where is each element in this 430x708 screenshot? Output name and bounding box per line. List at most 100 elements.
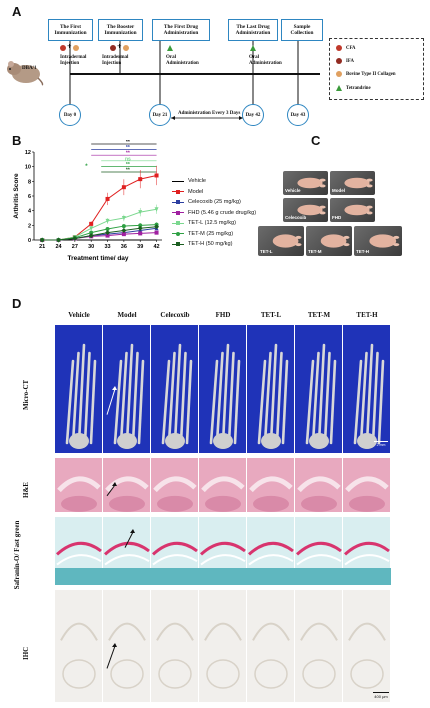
paw-skeleton-icon: [65, 343, 97, 449]
day-42-circle: Day 42: [242, 104, 264, 126]
collagen-marker-icon: [123, 45, 129, 51]
data-point: [138, 231, 143, 236]
cartilage-section-icon: [343, 541, 391, 585]
histology-column-header: Vehicle: [68, 311, 90, 319]
joint-section-icon: [249, 476, 293, 512]
histology-tile: [247, 325, 295, 453]
paw-photo-label: TET-H: [356, 249, 369, 254]
series-line: [42, 226, 157, 241]
data-point: [39, 237, 45, 243]
paw-photo: Model: [330, 171, 375, 195]
y-tick-label: 6: [28, 194, 31, 200]
micro-ct-scale-bar: 2 mm: [374, 441, 388, 447]
chart-legend-item: TET-L (12.5 mg/kg): [172, 220, 236, 226]
cartilage-section-icon: [151, 541, 199, 585]
histology-tile: [103, 325, 151, 453]
day-0-circle: Day 0: [59, 104, 81, 126]
histology-tile: [151, 517, 199, 585]
data-point: [154, 224, 160, 230]
data-point: [121, 232, 126, 237]
histology-tile: [343, 590, 391, 702]
data-point: [105, 196, 110, 201]
chart-legend-item: Vehicle: [172, 178, 206, 184]
histology-tile: [247, 590, 295, 702]
legend-label: TET-L (12.5 mg/kg): [188, 220, 236, 226]
lesion-arrow-icon: [124, 528, 135, 548]
plus-icon: +: [67, 42, 72, 51]
paw-photo: TET-M: [306, 226, 352, 256]
histology-row-label: IHC: [22, 646, 30, 660]
ihc-section-icon: [108, 622, 146, 689]
joint-section-icon: [57, 476, 101, 512]
significance-label: **: [126, 151, 130, 157]
histology-tile: [55, 458, 103, 512]
x-tick-label: 21: [39, 244, 45, 250]
administration-span-label: Administration Every 3 Days: [178, 111, 241, 116]
cartilage-section-icon: [55, 541, 103, 585]
y-tick-label: 12: [25, 150, 31, 156]
timeline-note-0: Intradermal Injection: [60, 55, 87, 66]
joint-section-icon: [345, 476, 389, 512]
cfa-marker-icon: [60, 45, 66, 51]
data-point: [72, 236, 78, 242]
legend-swatch-icon: [172, 231, 184, 237]
joint-section-icon: [297, 476, 341, 512]
paw-photo-label: Vehicle: [285, 188, 301, 193]
histology-row-label: H&E: [22, 482, 30, 498]
mouse-illustration: [7, 61, 44, 86]
legend-swatch-icon: [172, 189, 184, 195]
timeline-note-2: Oral Administration: [166, 55, 199, 66]
significance-label: **: [126, 145, 130, 151]
y-tick-label: 2: [28, 223, 31, 229]
paw-photo: Celecoxib: [283, 198, 328, 222]
histology-tile: [55, 590, 103, 702]
histology-tile: [103, 458, 151, 512]
ifa-legend-icon: [336, 58, 342, 64]
x-tick-label: 36: [121, 244, 127, 250]
x-tick-label: 30: [88, 244, 94, 250]
paw-icon: [320, 234, 350, 248]
data-point: [154, 230, 159, 235]
legend-swatch-icon: [172, 210, 184, 216]
histology-tile: [103, 517, 151, 585]
day-43-circle: Day 43: [287, 104, 309, 126]
histology-column-header: Celecoxib: [160, 311, 190, 319]
y-axis-label: Arthritis Score: [13, 173, 20, 219]
paw-photo-label: TET-L: [260, 249, 273, 254]
legend-label: Model: [188, 188, 204, 195]
lesion-arrow-icon: [106, 482, 117, 497]
legend-label: FHD (5.46 g crude drug/kg): [188, 209, 257, 216]
data-point: [88, 233, 94, 239]
ihc-section-icon: [252, 622, 290, 689]
panel-label-c: C: [311, 133, 321, 148]
histology-tile: [295, 590, 343, 702]
timeline-legend: CFA IFA Bovine Type II Collagen Tetrandr…: [329, 38, 424, 100]
histology-tile: [343, 325, 391, 453]
chart-legend-item: TET-H (50 mg/kg): [172, 241, 232, 247]
chart-legend-item: TET-M (25 mg/kg): [172, 231, 233, 237]
day-21-circle: Day 21: [149, 104, 171, 126]
tetrandrine-marker-icon: [250, 45, 256, 51]
histology-tile: [151, 325, 199, 453]
data-point: [89, 221, 94, 226]
histology-tile: [247, 517, 295, 585]
chart-legend-item: FHD (5.46 g crude drug/kg): [172, 210, 256, 216]
paw-icon: [344, 177, 373, 189]
paw-icon: [369, 234, 400, 248]
legend-label: TET-H (50 mg/kg): [188, 241, 233, 247]
x-tick-label: 42: [153, 244, 159, 250]
chart-legend-item: Model: [172, 189, 203, 195]
collagen-legend-icon: [336, 71, 342, 77]
data-point: [105, 218, 110, 224]
data-point: [89, 230, 94, 235]
data-point: [138, 223, 143, 228]
ihc-section-icon: [60, 622, 98, 689]
histology-column-header: TET-H: [356, 311, 378, 319]
histology-column-header: TET-M: [307, 311, 331, 319]
significance-label: ns: [125, 156, 131, 162]
paw-photo-label: TET-M: [308, 249, 322, 254]
histology-tile: [343, 458, 391, 512]
y-tick-label: 4: [28, 209, 32, 215]
ifa-marker-icon: [110, 45, 116, 51]
